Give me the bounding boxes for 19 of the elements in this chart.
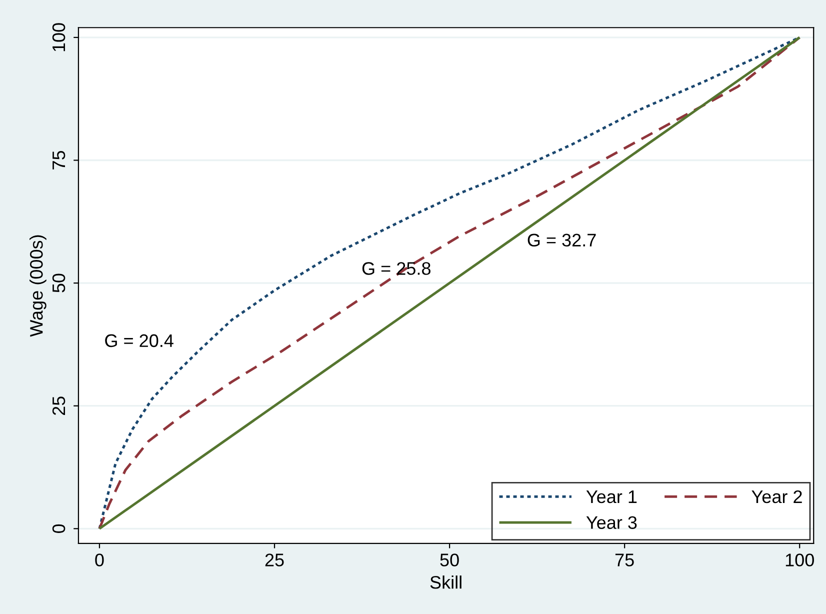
x-tick-label: 0 bbox=[95, 554, 104, 566]
y-tick-label: 0 bbox=[52, 524, 66, 533]
y-tick-label: 75 bbox=[52, 150, 66, 170]
annotation: G = 25.8 bbox=[362, 262, 430, 275]
annotation: G = 20.4 bbox=[105, 334, 174, 348]
y-tick-label: 50 bbox=[52, 274, 66, 292]
x-tick-label: 50 bbox=[440, 554, 459, 566]
y-tick-label: 25 bbox=[52, 396, 66, 415]
x-tick-label: 25 bbox=[265, 554, 284, 566]
legend-label: Year 1 bbox=[586, 490, 637, 504]
y-axis-title: Wage (000s) bbox=[30, 235, 46, 337]
x-axis-title: Skill bbox=[430, 576, 462, 589]
x-tick-label: 75 bbox=[615, 554, 634, 566]
annotation: G = 32.7 bbox=[528, 234, 596, 247]
y-tick-label: 100 bbox=[52, 23, 66, 52]
legend-label: Year 3 bbox=[586, 516, 637, 529]
x-tick-label: 100 bbox=[786, 554, 814, 566]
line-series bbox=[98, 36, 801, 530]
legend-label: Year 2 bbox=[752, 490, 802, 504]
